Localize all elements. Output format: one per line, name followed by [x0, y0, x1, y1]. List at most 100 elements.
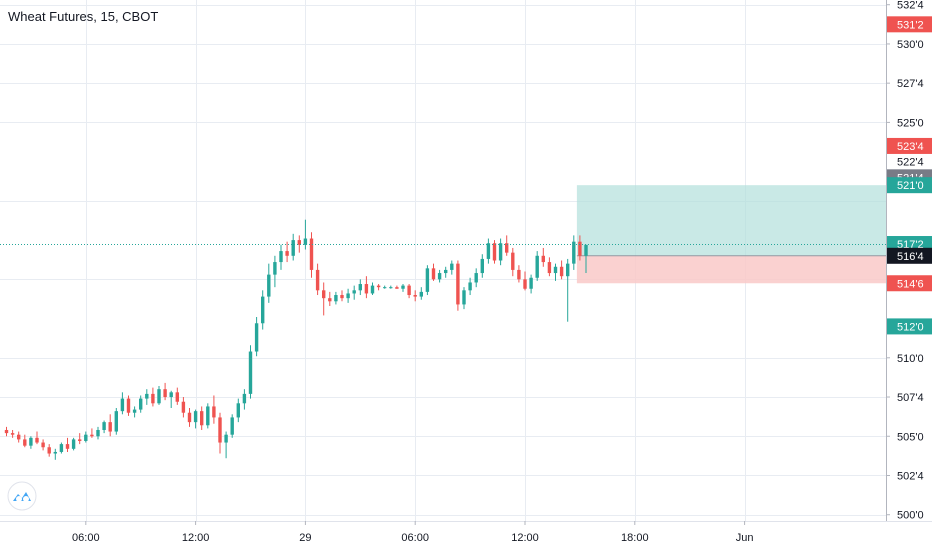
candle [65, 437, 70, 452]
candle [492, 240, 497, 264]
candle-body [492, 243, 497, 261]
candle-body [145, 393, 149, 399]
candle-body [169, 392, 173, 398]
candle [358, 279, 362, 296]
candle-body [444, 269, 448, 274]
candle [126, 395, 131, 416]
candle-body [376, 285, 381, 288]
candle-body [456, 263, 460, 305]
candle [236, 398, 240, 423]
candle-body [200, 411, 204, 426]
candle-body [126, 398, 131, 413]
price-axis-label: 522'4 [897, 157, 924, 169]
time-axis[interactable]: 06:00 12:00 29 06:00 12:00 18:00 Jun [72, 521, 753, 544]
candle-body [181, 401, 186, 413]
price-axis-label: 507'4 [897, 392, 924, 404]
candle-body [328, 298, 332, 302]
price-axis[interactable]: 500'0 502'4 505'0 507'4 510'0 525'0 527'4 530'0… [886, 0, 924, 522]
candle [175, 387, 179, 405]
time-axis-label: 12:00 [182, 532, 210, 544]
candle-body [65, 444, 70, 449]
candle-body [41, 442, 45, 448]
candle [279, 244, 283, 270]
price-badge [887, 247, 932, 264]
candle-body [303, 238, 308, 245]
candle-body [535, 255, 539, 278]
candle [47, 444, 51, 457]
candle-body [578, 241, 582, 256]
price-badge-label: 512'0 [897, 321, 924, 333]
price-badge-label: 531'2 [897, 19, 924, 31]
candle-body [370, 285, 375, 294]
candle [553, 263, 558, 281]
candle [462, 287, 466, 310]
candle [334, 291, 338, 305]
candle-body [401, 285, 405, 289]
price-axis-label: 502'4 [897, 470, 924, 482]
candle [108, 414, 112, 437]
candle-body [352, 290, 356, 294]
candle-body [4, 429, 9, 434]
candle [413, 290, 417, 302]
time-axis-label: 18:00 [621, 532, 649, 544]
price-axis-label: 530'0 [897, 39, 924, 51]
tradingview-logo[interactable] [7, 481, 37, 511]
candle [498, 238, 503, 266]
position-tool[interactable] [576, 185, 886, 284]
candle [102, 420, 106, 434]
candle [395, 285, 399, 289]
candle-body [114, 411, 118, 432]
candle-body [78, 439, 82, 441]
candle-body [297, 240, 301, 245]
candle [59, 442, 64, 454]
candle-body [248, 351, 253, 394]
candle-body [468, 282, 472, 291]
candle-body [175, 392, 179, 402]
candle-body [407, 285, 411, 296]
candle [261, 290, 265, 330]
candle [212, 395, 216, 424]
candle-body [383, 287, 387, 289]
time-axis-label: 29 [299, 532, 311, 544]
candle [578, 235, 582, 261]
candle-body [151, 393, 155, 404]
price-badge [887, 16, 932, 33]
candle [157, 386, 161, 405]
candle-body [517, 269, 521, 280]
candle [322, 282, 326, 316]
candle [468, 277, 472, 296]
price-badge-label: 516'4 [897, 251, 924, 263]
candle [29, 436, 33, 449]
candle-body [584, 244, 588, 256]
candle-body [511, 252, 515, 270]
price-axis-label: 532'4 [897, 0, 924, 12]
candle-body [450, 263, 454, 270]
candle [41, 439, 45, 451]
candle-body [285, 251, 289, 256]
candle-body [96, 429, 100, 437]
candle-body [413, 295, 417, 297]
candle-body [340, 295, 344, 299]
candle-body [102, 422, 106, 430]
candle-body [559, 266, 564, 277]
candle [53, 448, 57, 460]
candle-body [267, 274, 271, 297]
candle-body [139, 398, 143, 410]
candle [163, 382, 167, 401]
candle [132, 406, 137, 418]
candle [364, 276, 369, 299]
candle [340, 290, 344, 302]
price-badge-label: 521'0 [897, 180, 924, 192]
candle [267, 263, 271, 303]
candle-body [322, 290, 326, 299]
candle-body [254, 323, 259, 352]
candle-body [462, 290, 466, 305]
candle [193, 409, 198, 429]
candle [444, 266, 448, 278]
candle [474, 268, 478, 288]
price-badge [887, 137, 932, 154]
candle [35, 431, 39, 445]
candle-body [17, 434, 21, 440]
candle [181, 397, 186, 418]
